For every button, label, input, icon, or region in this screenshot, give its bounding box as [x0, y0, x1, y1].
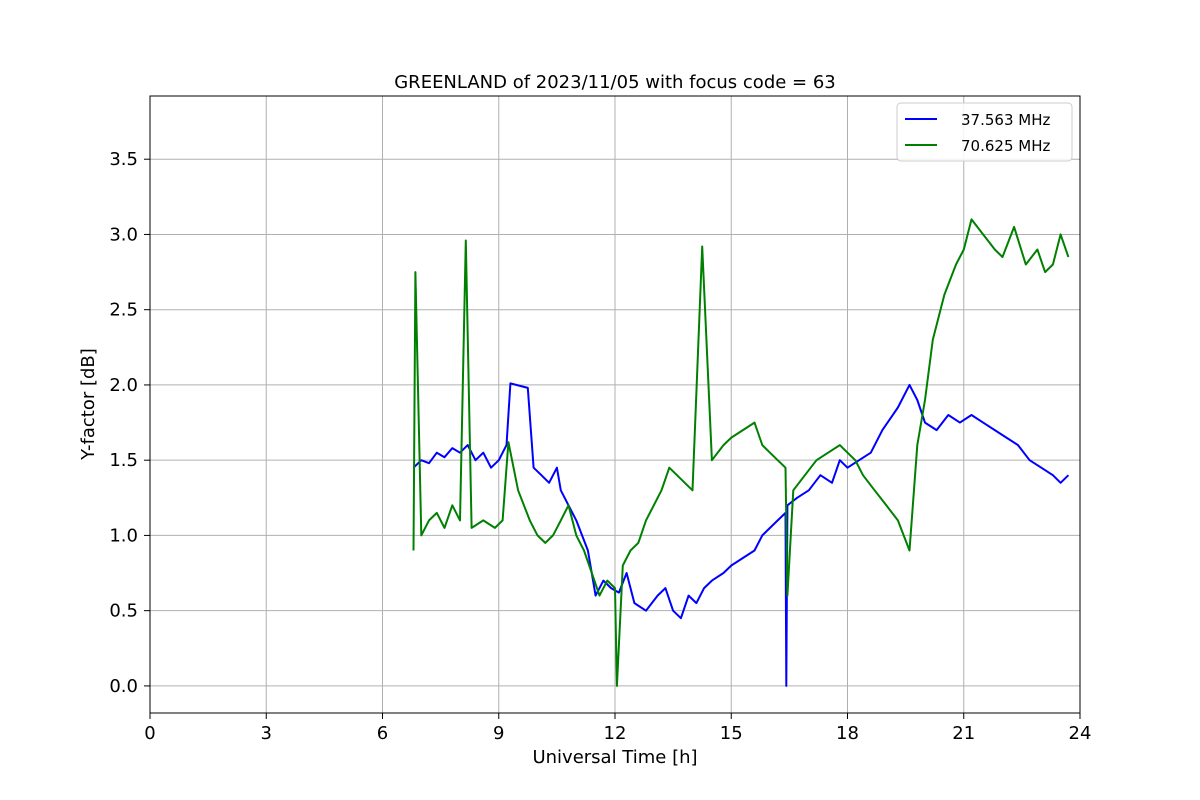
y-tick-label: 1.0 [109, 525, 138, 546]
y-tick-label: 2.5 [109, 300, 138, 321]
y-tick-label: 0.5 [109, 601, 138, 622]
y-tick-label: 3.5 [109, 149, 138, 170]
x-tick-label: 9 [493, 723, 504, 744]
legend-label-70-625: 70.625 MHz [961, 137, 1050, 155]
x-tick-label: 3 [261, 723, 272, 744]
y-tick-label: 0.0 [109, 676, 138, 697]
legend: 37.563 MHz 70.625 MHz [896, 102, 1073, 162]
x-tick-label: 24 [1069, 723, 1092, 744]
legend-box [896, 102, 1073, 162]
y-axis: 0.0 0.5 1.0 1.5 2.0 2.5 3.0 3.5 [109, 149, 150, 697]
x-tick-label: 12 [604, 723, 627, 744]
series-line-37-563-mhz [412, 382, 1070, 687]
y-tick-label: 2.0 [109, 375, 138, 396]
x-tick-label: 18 [836, 723, 859, 744]
y-tick-label: 3.0 [109, 224, 138, 245]
x-tick-label: 6 [377, 723, 388, 744]
legend-label-37-563: 37.563 MHz [961, 111, 1050, 129]
plot-area [412, 218, 1070, 687]
chart-title: GREENLAND of 2023/11/05 with focus code … [394, 72, 836, 93]
x-axis-label: Universal Time [h] [532, 747, 697, 768]
y-tick-label: 1.5 [109, 450, 138, 471]
y-axis-label: Y-factor [dB] [78, 348, 99, 461]
x-axis: 0 3 6 9 12 15 18 21 24 [144, 713, 1091, 744]
x-tick-label: 15 [720, 723, 743, 744]
series-line-70-625-mhz [412, 218, 1070, 687]
x-tick-label: 21 [952, 723, 975, 744]
x-tick-label: 0 [144, 723, 155, 744]
